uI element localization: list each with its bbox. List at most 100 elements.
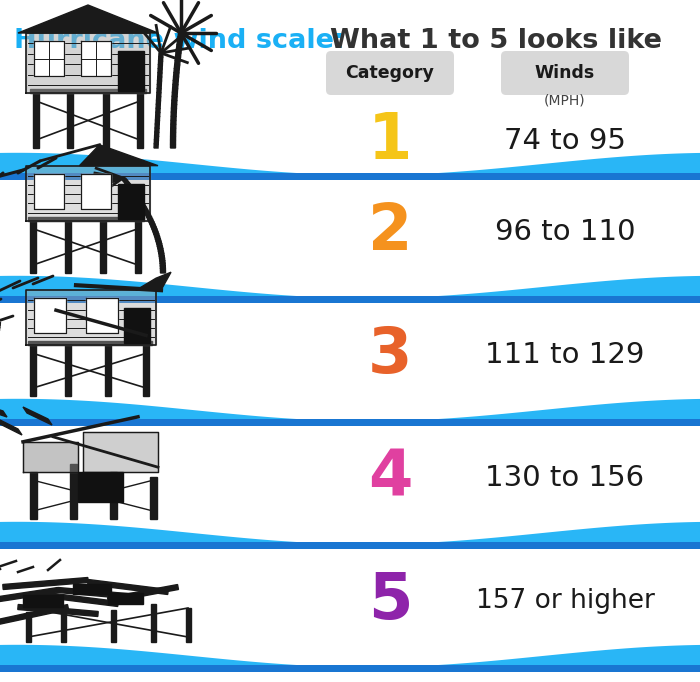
Polygon shape: [159, 256, 164, 258]
Polygon shape: [0, 587, 58, 602]
Polygon shape: [172, 89, 178, 93]
Polygon shape: [172, 96, 177, 100]
Polygon shape: [127, 186, 133, 188]
Polygon shape: [120, 178, 127, 181]
Polygon shape: [160, 258, 164, 261]
Polygon shape: [173, 76, 178, 80]
Polygon shape: [34, 41, 64, 76]
Polygon shape: [157, 89, 161, 93]
Polygon shape: [158, 61, 162, 65]
Polygon shape: [150, 224, 156, 226]
Polygon shape: [26, 33, 150, 93]
Polygon shape: [159, 53, 163, 57]
Polygon shape: [157, 85, 161, 89]
Polygon shape: [30, 472, 37, 519]
Text: 1: 1: [368, 110, 412, 172]
Polygon shape: [128, 188, 135, 190]
Polygon shape: [154, 144, 158, 148]
Polygon shape: [155, 136, 159, 140]
Polygon shape: [160, 268, 165, 271]
Polygon shape: [0, 665, 700, 672]
Polygon shape: [150, 604, 155, 642]
Polygon shape: [160, 261, 165, 263]
Polygon shape: [146, 215, 152, 217]
Polygon shape: [174, 65, 180, 69]
Polygon shape: [160, 271, 165, 273]
Polygon shape: [173, 85, 178, 89]
Polygon shape: [110, 472, 117, 519]
Polygon shape: [154, 140, 158, 144]
Polygon shape: [0, 173, 700, 180]
Polygon shape: [136, 200, 144, 203]
Polygon shape: [171, 124, 176, 128]
Polygon shape: [160, 266, 165, 268]
Polygon shape: [30, 221, 36, 273]
Polygon shape: [171, 140, 176, 144]
Polygon shape: [122, 181, 130, 183]
Polygon shape: [0, 644, 700, 672]
Polygon shape: [172, 93, 177, 96]
Polygon shape: [186, 608, 190, 642]
Text: 74 to 95: 74 to 95: [504, 127, 626, 155]
Polygon shape: [157, 93, 161, 97]
Polygon shape: [65, 345, 71, 396]
Polygon shape: [157, 97, 161, 100]
Polygon shape: [171, 113, 176, 116]
Text: 2: 2: [368, 201, 412, 263]
Polygon shape: [176, 49, 181, 53]
Polygon shape: [65, 221, 71, 273]
Polygon shape: [172, 100, 177, 104]
Polygon shape: [176, 53, 181, 57]
Polygon shape: [155, 120, 160, 124]
Text: Winds: Winds: [535, 64, 595, 82]
Polygon shape: [155, 128, 159, 132]
Polygon shape: [26, 291, 156, 345]
Polygon shape: [160, 263, 165, 266]
Polygon shape: [125, 183, 132, 186]
Polygon shape: [118, 183, 144, 219]
Polygon shape: [149, 222, 155, 224]
Polygon shape: [155, 132, 159, 136]
Polygon shape: [108, 593, 143, 604]
Polygon shape: [134, 195, 140, 198]
Polygon shape: [155, 239, 161, 241]
Polygon shape: [151, 226, 157, 229]
Polygon shape: [174, 73, 179, 76]
Polygon shape: [177, 41, 183, 45]
Polygon shape: [159, 254, 164, 256]
Polygon shape: [144, 212, 150, 215]
Polygon shape: [143, 209, 149, 212]
Text: 96 to 110: 96 to 110: [495, 218, 636, 246]
Polygon shape: [140, 205, 146, 207]
Polygon shape: [28, 342, 152, 345]
Polygon shape: [0, 419, 700, 426]
Polygon shape: [78, 472, 123, 502]
Polygon shape: [26, 166, 150, 221]
Polygon shape: [38, 591, 118, 606]
Polygon shape: [156, 100, 160, 104]
Polygon shape: [158, 69, 162, 73]
Polygon shape: [23, 407, 52, 425]
Polygon shape: [73, 584, 111, 594]
Polygon shape: [175, 61, 180, 65]
Polygon shape: [124, 308, 150, 344]
Polygon shape: [178, 33, 183, 37]
Polygon shape: [30, 89, 146, 93]
Polygon shape: [33, 93, 39, 148]
FancyBboxPatch shape: [326, 51, 454, 95]
Polygon shape: [34, 298, 66, 333]
Text: 130 to 156: 130 to 156: [485, 464, 645, 492]
Polygon shape: [158, 65, 162, 69]
Polygon shape: [177, 37, 183, 41]
Polygon shape: [81, 41, 111, 76]
Polygon shape: [172, 108, 176, 113]
Polygon shape: [171, 128, 176, 132]
Polygon shape: [154, 234, 160, 237]
Polygon shape: [80, 145, 158, 166]
Polygon shape: [0, 542, 700, 549]
Polygon shape: [135, 221, 141, 273]
Polygon shape: [155, 124, 160, 128]
Text: Hurricane wind scale:: Hurricane wind scale:: [14, 28, 354, 54]
Polygon shape: [86, 298, 118, 333]
Polygon shape: [118, 51, 144, 91]
